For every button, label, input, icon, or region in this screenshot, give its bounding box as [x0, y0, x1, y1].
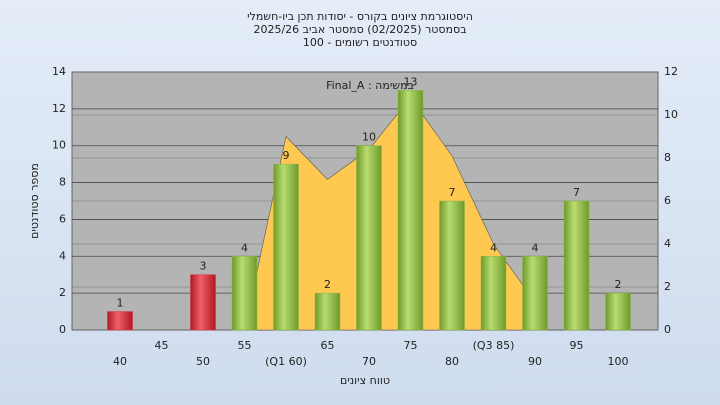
value-label: 7: [573, 186, 580, 199]
y-tick-label: 0: [59, 323, 66, 336]
bar: [397, 90, 424, 331]
y2-tick-label: 10: [664, 108, 678, 121]
y-tick-label: 6: [59, 212, 66, 225]
x-tick-label: (Q3 85): [473, 339, 515, 352]
y2-tick-label: 12: [664, 65, 678, 78]
x-tick-label: 45: [155, 339, 169, 352]
value-label: 4: [241, 241, 248, 254]
bar: [107, 311, 133, 331]
value-label: 4: [532, 241, 539, 254]
value-label: 2: [615, 278, 622, 291]
bar: [480, 256, 507, 331]
x-tick-label: 80: [445, 355, 459, 368]
bar: [314, 292, 341, 331]
bar: [231, 256, 258, 331]
value-label: 10: [362, 131, 376, 144]
y2-tick-label: 0: [664, 323, 671, 336]
y-tick-label: 8: [59, 176, 66, 189]
chart-title: היסטוגרמת ציונים בקורס - יסודות תכן ביו-…: [247, 10, 473, 23]
y-tick-label: 12: [52, 102, 66, 115]
value-label: 13: [404, 75, 418, 88]
x-axis-label: טווח ציונים: [340, 374, 390, 387]
value-label: 3: [200, 260, 207, 273]
y-axis-label: מספר סטודנטים: [28, 163, 41, 239]
x-tick-label: (Q1 60): [265, 355, 307, 368]
value-label: 1: [117, 297, 124, 310]
value-label: 9: [283, 149, 290, 162]
x-tick-label: 55: [238, 339, 252, 352]
x-tick-label: 70: [362, 355, 376, 368]
bar: [190, 274, 216, 331]
x-tick-label: 100: [608, 355, 629, 368]
chart-subtitle: סטודנטים רשומים - 100: [303, 36, 417, 49]
annotation: Final_A : במשימה: [326, 79, 414, 92]
bar: [522, 256, 548, 331]
y-tick-label: 2: [59, 286, 66, 299]
bar: [273, 163, 299, 331]
bar: [605, 292, 631, 331]
y2-tick-label: 8: [664, 151, 671, 164]
x-tick-label: 50: [196, 355, 210, 368]
y2-tick-label: 6: [664, 194, 671, 207]
x-tick-label: 75: [404, 339, 418, 352]
x-tick-label: 40: [113, 355, 127, 368]
y-tick-label: 10: [52, 139, 66, 152]
y2-tick-label: 4: [664, 237, 671, 250]
bar: [563, 200, 590, 331]
value-label: 2: [324, 278, 331, 291]
y2-tick-label: 2: [664, 280, 671, 293]
x-tick-label: 95: [570, 339, 584, 352]
x-tick-label: 65: [321, 339, 335, 352]
bar: [439, 200, 465, 331]
y-tick-label: 4: [59, 249, 66, 262]
value-label: 4: [490, 241, 497, 254]
bar: [356, 145, 382, 331]
x-tick-label: 90: [528, 355, 542, 368]
y-tick-label: 14: [52, 65, 66, 78]
chart-subtitle: בסמסטר (02/2025) סמסטר אביב 2025/26: [253, 23, 466, 36]
value-label: 7: [449, 186, 456, 199]
